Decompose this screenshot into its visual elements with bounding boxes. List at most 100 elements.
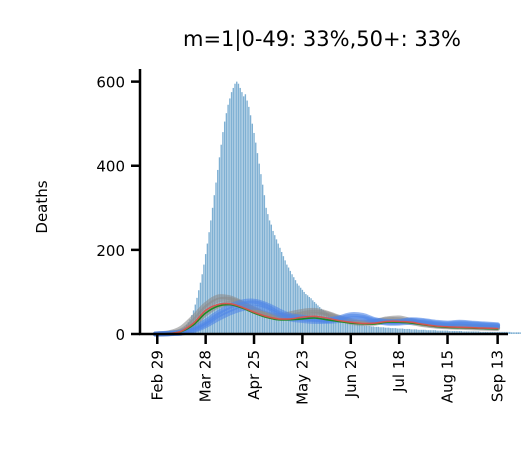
x-tick-label: Aug 15 [439, 350, 457, 403]
death-bar [241, 92, 243, 334]
death-bar [287, 267, 290, 334]
death-bar [210, 220, 212, 334]
death-bar [225, 113, 228, 334]
death-bar [242, 96, 245, 334]
death-bar [462, 331, 464, 334]
death-bar [455, 331, 457, 334]
death-bar [472, 331, 475, 334]
death-bar [457, 331, 459, 334]
y-tick-label: 0 [115, 326, 125, 344]
death-bar [389, 328, 392, 334]
death-bar [441, 330, 444, 334]
death-bar [229, 98, 231, 334]
death-bar [215, 182, 217, 334]
death-bar [204, 254, 207, 334]
death-bar [232, 87, 234, 335]
death-bar [217, 169, 219, 334]
death-bar [398, 328, 400, 334]
death-bar [332, 317, 335, 334]
death-bar [279, 247, 281, 334]
death-bar [439, 330, 442, 334]
death-bar [220, 144, 222, 334]
death-bar [223, 121, 226, 334]
x-tick-label: Mar 28 [197, 350, 215, 402]
x-tick-label: May 23 [293, 350, 311, 405]
death-bar [393, 328, 395, 334]
death-bar [407, 328, 409, 334]
death-bar [431, 330, 433, 334]
daily-deaths-bars [161, 81, 521, 335]
death-bar [403, 328, 406, 334]
x-tick-label: Jun 20 [342, 350, 360, 398]
death-bar [395, 328, 397, 334]
death-bar [415, 329, 418, 334]
death-bar [410, 329, 412, 334]
death-bar [417, 329, 419, 334]
death-bar [284, 260, 286, 334]
death-bar [294, 280, 297, 334]
death-bar [334, 318, 336, 334]
x-tick-label: Feb 29 [148, 350, 166, 400]
death-bar [370, 326, 373, 334]
death-bar [350, 322, 352, 334]
death-bar [396, 328, 399, 334]
death-bar [405, 328, 407, 334]
death-bar [286, 264, 288, 334]
death-bar [329, 315, 331, 334]
death-bar [465, 331, 468, 334]
death-bar [408, 328, 411, 334]
death-bar [357, 324, 359, 334]
death-bar [384, 327, 387, 334]
axes-group [138, 69, 508, 336]
death-bar [464, 331, 466, 334]
death-bar [246, 100, 248, 334]
death-bar [336, 318, 338, 334]
death-bar [206, 243, 209, 334]
death-bar [274, 235, 276, 334]
death-bar [289, 270, 291, 334]
death-bar [218, 157, 221, 334]
death-bar [211, 207, 214, 334]
death-bar [434, 330, 437, 334]
death-bar [362, 325, 364, 334]
death-bar [258, 163, 260, 334]
death-bar [263, 195, 266, 334]
death-bar [443, 330, 445, 334]
death-bar [251, 123, 253, 335]
death-bar [348, 322, 350, 334]
death-bar [372, 326, 374, 334]
death-bar [344, 321, 347, 334]
death-bar [239, 87, 241, 335]
death-bar [367, 326, 369, 334]
death-bar [419, 329, 421, 334]
death-bar [230, 92, 233, 334]
death-bar [265, 207, 267, 334]
death-bar [379, 327, 381, 334]
death-bar [412, 329, 414, 334]
death-bar [376, 326, 378, 334]
y-tick-label: 400 [96, 158, 125, 176]
death-bar [256, 153, 259, 334]
death-bar [426, 330, 428, 334]
death-bar [452, 331, 454, 334]
death-bar [469, 331, 471, 334]
death-bar [201, 274, 203, 334]
death-bar [327, 313, 330, 334]
death-bar [429, 330, 431, 334]
death-bar [517, 332, 520, 334]
death-bar [267, 214, 269, 334]
death-bar [203, 264, 205, 334]
death-bar [374, 326, 376, 334]
death-bar [234, 83, 236, 334]
death-bar [515, 332, 518, 334]
death-bar [270, 224, 272, 334]
x-tick-label: Apr 25 [245, 350, 263, 400]
death-bar [519, 332, 521, 334]
death-bar [275, 239, 278, 334]
death-bar [388, 327, 390, 334]
model-series-group [153, 294, 501, 337]
death-bar [381, 327, 383, 334]
death-bar [436, 330, 438, 334]
death-bar [282, 256, 285, 334]
